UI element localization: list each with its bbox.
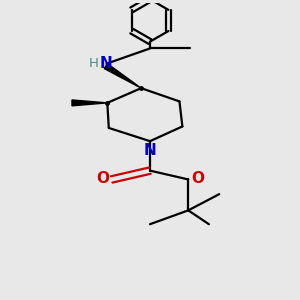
Text: O: O (96, 171, 109, 186)
Text: N: N (100, 56, 113, 71)
Polygon shape (72, 100, 107, 106)
Text: O: O (191, 171, 204, 186)
Text: H: H (88, 57, 98, 70)
Polygon shape (104, 64, 141, 88)
Text: N: N (144, 142, 156, 158)
